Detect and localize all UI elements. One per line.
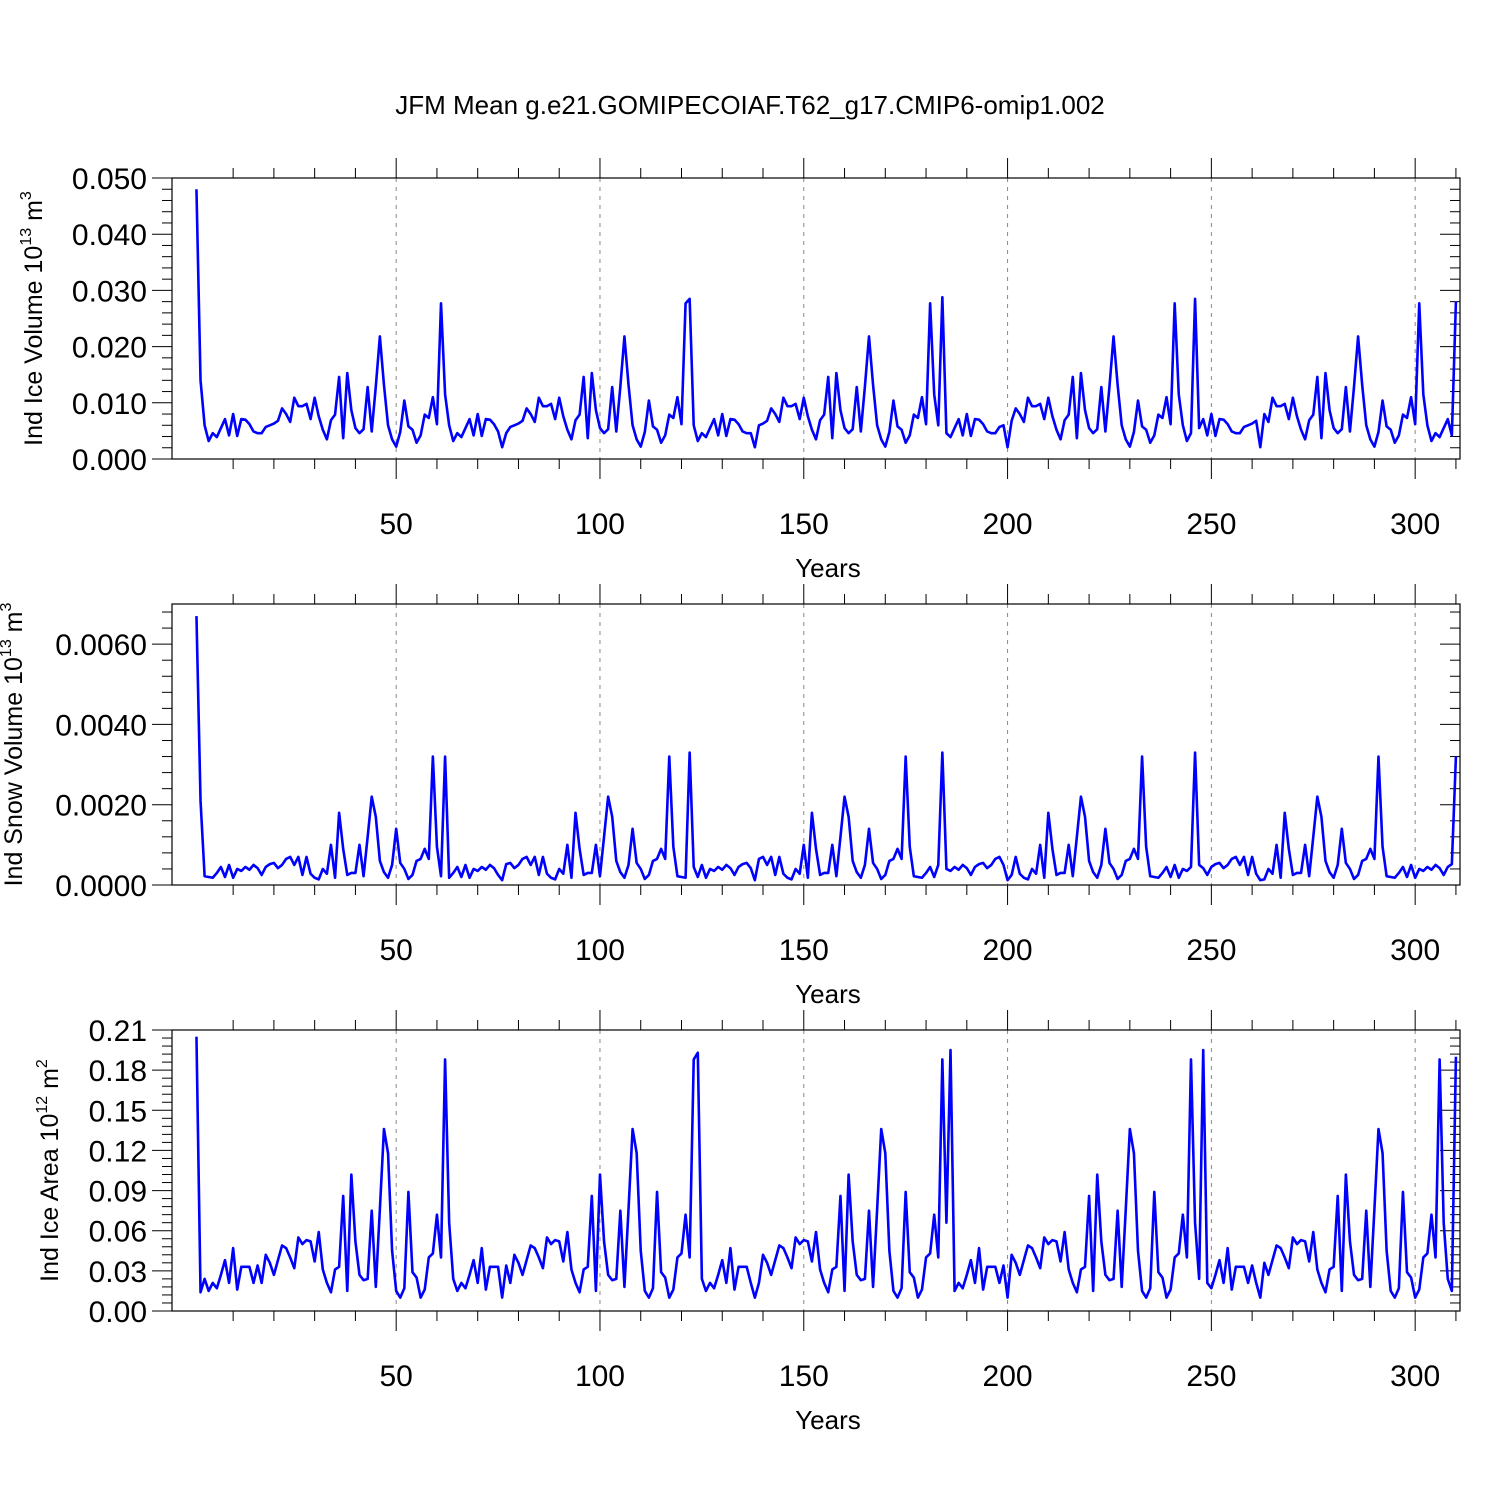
x-tick-label-50: 50	[379, 1360, 412, 1393]
y-label-base: Ind Ice Area 10	[36, 1114, 64, 1282]
y-tick-label-0.03: 0.03	[89, 1256, 147, 1289]
y-tick-label-0.21: 0.21	[89, 1015, 147, 1048]
y-tick-label-0.0060: 0.0060	[55, 629, 147, 662]
panel-ice-area: 50 100 150 200 250 300 Years 0.00 0.03 0.06 0.09 0.…	[34, 1010, 1461, 1435]
y-tick-label-0.040: 0.040	[72, 219, 147, 252]
y-tick-label-0.010: 0.010	[72, 388, 147, 421]
series-line-ice-area	[195, 1036, 1458, 1299]
y-label-unit: m	[20, 200, 48, 228]
x-tick-label-250: 250	[1186, 934, 1236, 967]
x-axis-label: Years	[795, 1405, 861, 1435]
y-axis-label: Ind Ice Volume 1013 m3	[18, 191, 48, 446]
x-tick-label-150: 150	[779, 1360, 829, 1393]
y-tick-label-0.18: 0.18	[89, 1055, 147, 1088]
y-label-unit-exp: 3	[0, 603, 15, 612]
x-tick-label-300: 300	[1390, 508, 1440, 541]
plot-frame	[171, 177, 1461, 460]
y-tick-label-0.06: 0.06	[89, 1216, 147, 1249]
panel-ice-volume: 50 100 150 200 250 300 Years 0.000 0.010 0.020 0.0…	[18, 158, 1461, 583]
y-label-exp: 12	[34, 1096, 51, 1114]
y-tick-label-0.000: 0.000	[72, 444, 147, 477]
x-tick-label-50: 50	[379, 934, 412, 967]
x-tick-label-200: 200	[983, 508, 1033, 541]
x-tick-label-100: 100	[575, 934, 625, 967]
y-tick-label-0.09: 0.09	[89, 1176, 147, 1209]
series-line-ice-volume	[195, 189, 1458, 449]
y-label-unit-exp: 3	[18, 191, 35, 200]
x-tick-label-250: 250	[1186, 1360, 1236, 1393]
y-label-exp: 13	[0, 639, 15, 657]
y-label-unit: m	[36, 1068, 64, 1096]
x-tick-label-200: 200	[983, 934, 1033, 967]
x-tick-label-250: 250	[1186, 508, 1236, 541]
x-axis-label: Years	[795, 979, 861, 1009]
y-label-base: Ind Snow Volume 10	[0, 657, 28, 886]
x-tick-label-100: 100	[575, 508, 625, 541]
y-label-exp: 13	[18, 228, 35, 246]
x-tick-label-300: 300	[1390, 1360, 1440, 1393]
y-tick-label-0.12: 0.12	[89, 1135, 147, 1168]
y-tick-label-0.020: 0.020	[72, 332, 147, 365]
y-label-unit: m	[0, 612, 28, 640]
x-tick-label-200: 200	[983, 1360, 1033, 1393]
x-tick-label-300: 300	[1390, 934, 1440, 967]
plot-frame	[171, 603, 1461, 886]
y-label-unit-exp: 2	[34, 1059, 51, 1068]
y-tick-label-0.0000: 0.0000	[55, 870, 147, 903]
y-tick-label-0.00: 0.00	[89, 1296, 147, 1329]
y-axis-label: Ind Ice Area 1012 m2	[34, 1059, 64, 1282]
x-axis-label: Years	[795, 553, 861, 583]
y-tick-label-0.0020: 0.0020	[55, 790, 147, 823]
y-label-base: Ind Ice Volume 10	[20, 246, 48, 446]
y-tick-label-0.0040: 0.0040	[55, 709, 147, 742]
x-tick-label-150: 150	[779, 508, 829, 541]
x-tick-label-100: 100	[575, 1360, 625, 1393]
chart-title: JFM Mean g.e21.GOMIPECOIAF.T62_g17.CMIP6…	[395, 90, 1105, 120]
x-tick-label-150: 150	[779, 934, 829, 967]
y-tick-label-0.050: 0.050	[72, 163, 147, 196]
y-tick-label-0.030: 0.030	[72, 275, 147, 308]
y-axis-label: Ind Snow Volume 1013 m3	[0, 603, 28, 887]
x-tick-label-50: 50	[379, 508, 412, 541]
plot-frame	[171, 1029, 1461, 1312]
panel-snow-volume: 50 100 150 200 250 300 Years 0.0000 0.0020 0.0040…	[0, 584, 1461, 1009]
series-line-snow-volume	[195, 616, 1458, 882]
y-tick-label-0.15: 0.15	[89, 1095, 147, 1128]
